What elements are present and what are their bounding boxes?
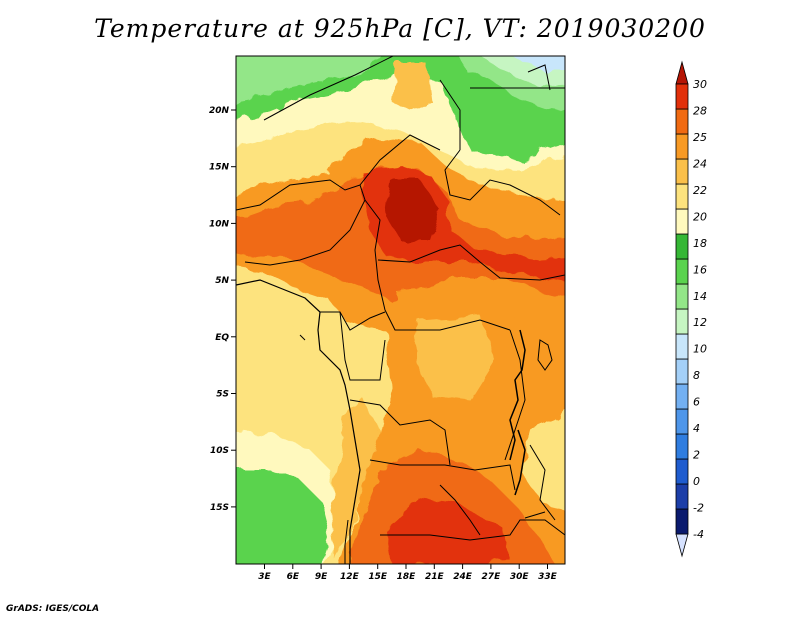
colorbar-label: 24 [693,157,707,170]
lat-label: 10N [209,219,230,229]
colorbar-label: 14 [693,290,707,303]
colorbar-label: 20 [693,210,707,223]
lon-label: 15E [368,572,388,582]
colorbar-box [675,458,689,485]
colorbar-box [675,483,689,510]
lon-label: 21E [425,572,445,582]
lon-label: 18E [397,572,417,582]
colorbar-label: -2 [693,502,704,515]
colorbar-label: 8 [693,369,700,382]
colorbar-box [675,358,689,385]
colorbar-label: 18 [693,237,707,250]
map-title: Temperature at 925hPa [C], VT: 201903020… [94,14,706,43]
colorbar-box [675,233,689,260]
colorbar-bottom-arrow [675,533,689,558]
country-borders [236,56,565,564]
lat-label: 15N [209,163,230,173]
lon-label: 33E [538,572,558,582]
lon-label: 24E [453,572,473,582]
colorbar-label: 30 [693,78,707,91]
colorbar-box [675,183,689,210]
colorbar-box [675,133,689,160]
colorbar-box [675,283,689,310]
colorbar-box [675,508,689,535]
colorbar-box [675,333,689,360]
lon-label: 9E [315,572,328,582]
colorbar-label: 4 [693,422,700,435]
colorbar-box [675,433,689,460]
colorbar-label: 28 [693,104,707,117]
colorbar-label: 12 [693,316,707,329]
colorbar-box [675,308,689,335]
lat-label: 5S [216,390,229,400]
colorbar-box [675,258,689,285]
colorbar-label: 0 [693,475,700,488]
map-frame [235,55,566,565]
colorbar-label: 10 [693,343,707,356]
colorbar-label: 2 [693,449,700,462]
colorbar-box [675,108,689,135]
lon-label: 3E [258,572,271,582]
latitude-axis: 20N 15N 10N 5N EQ 5S 10S 15S [209,106,236,513]
temperature-field [236,56,565,564]
lon-label: 6E [287,572,300,582]
lat-label: 20N [209,106,230,116]
longitude-axis: 3E 6E 9E 12E 15E 18E 21E 24E 27E 30E 33E [258,564,558,582]
lat-label: 5N [215,276,229,286]
colorbar-label: -4 [693,528,704,541]
lat-label: 10S [210,446,229,456]
colorbar-label: 22 [693,184,707,197]
lon-label: 30E [510,572,530,582]
colorbar-box [675,208,689,235]
lat-label: 15S [210,503,229,513]
colorbar-box [675,83,689,110]
colorbar-label: 25 [693,131,707,144]
lon-label: 27E [482,572,502,582]
lat-label: EQ [215,333,229,343]
colorbar-box [675,158,689,185]
colorbar-label: 6 [693,396,700,409]
colorbar-box [675,408,689,435]
lon-label: 12E [340,572,360,582]
colorbar-box [675,383,689,410]
colorbar-top-arrow [675,60,689,85]
grads-credit: GrADS: IGES/COLA [6,604,100,614]
colorbar-label: 16 [693,263,707,276]
